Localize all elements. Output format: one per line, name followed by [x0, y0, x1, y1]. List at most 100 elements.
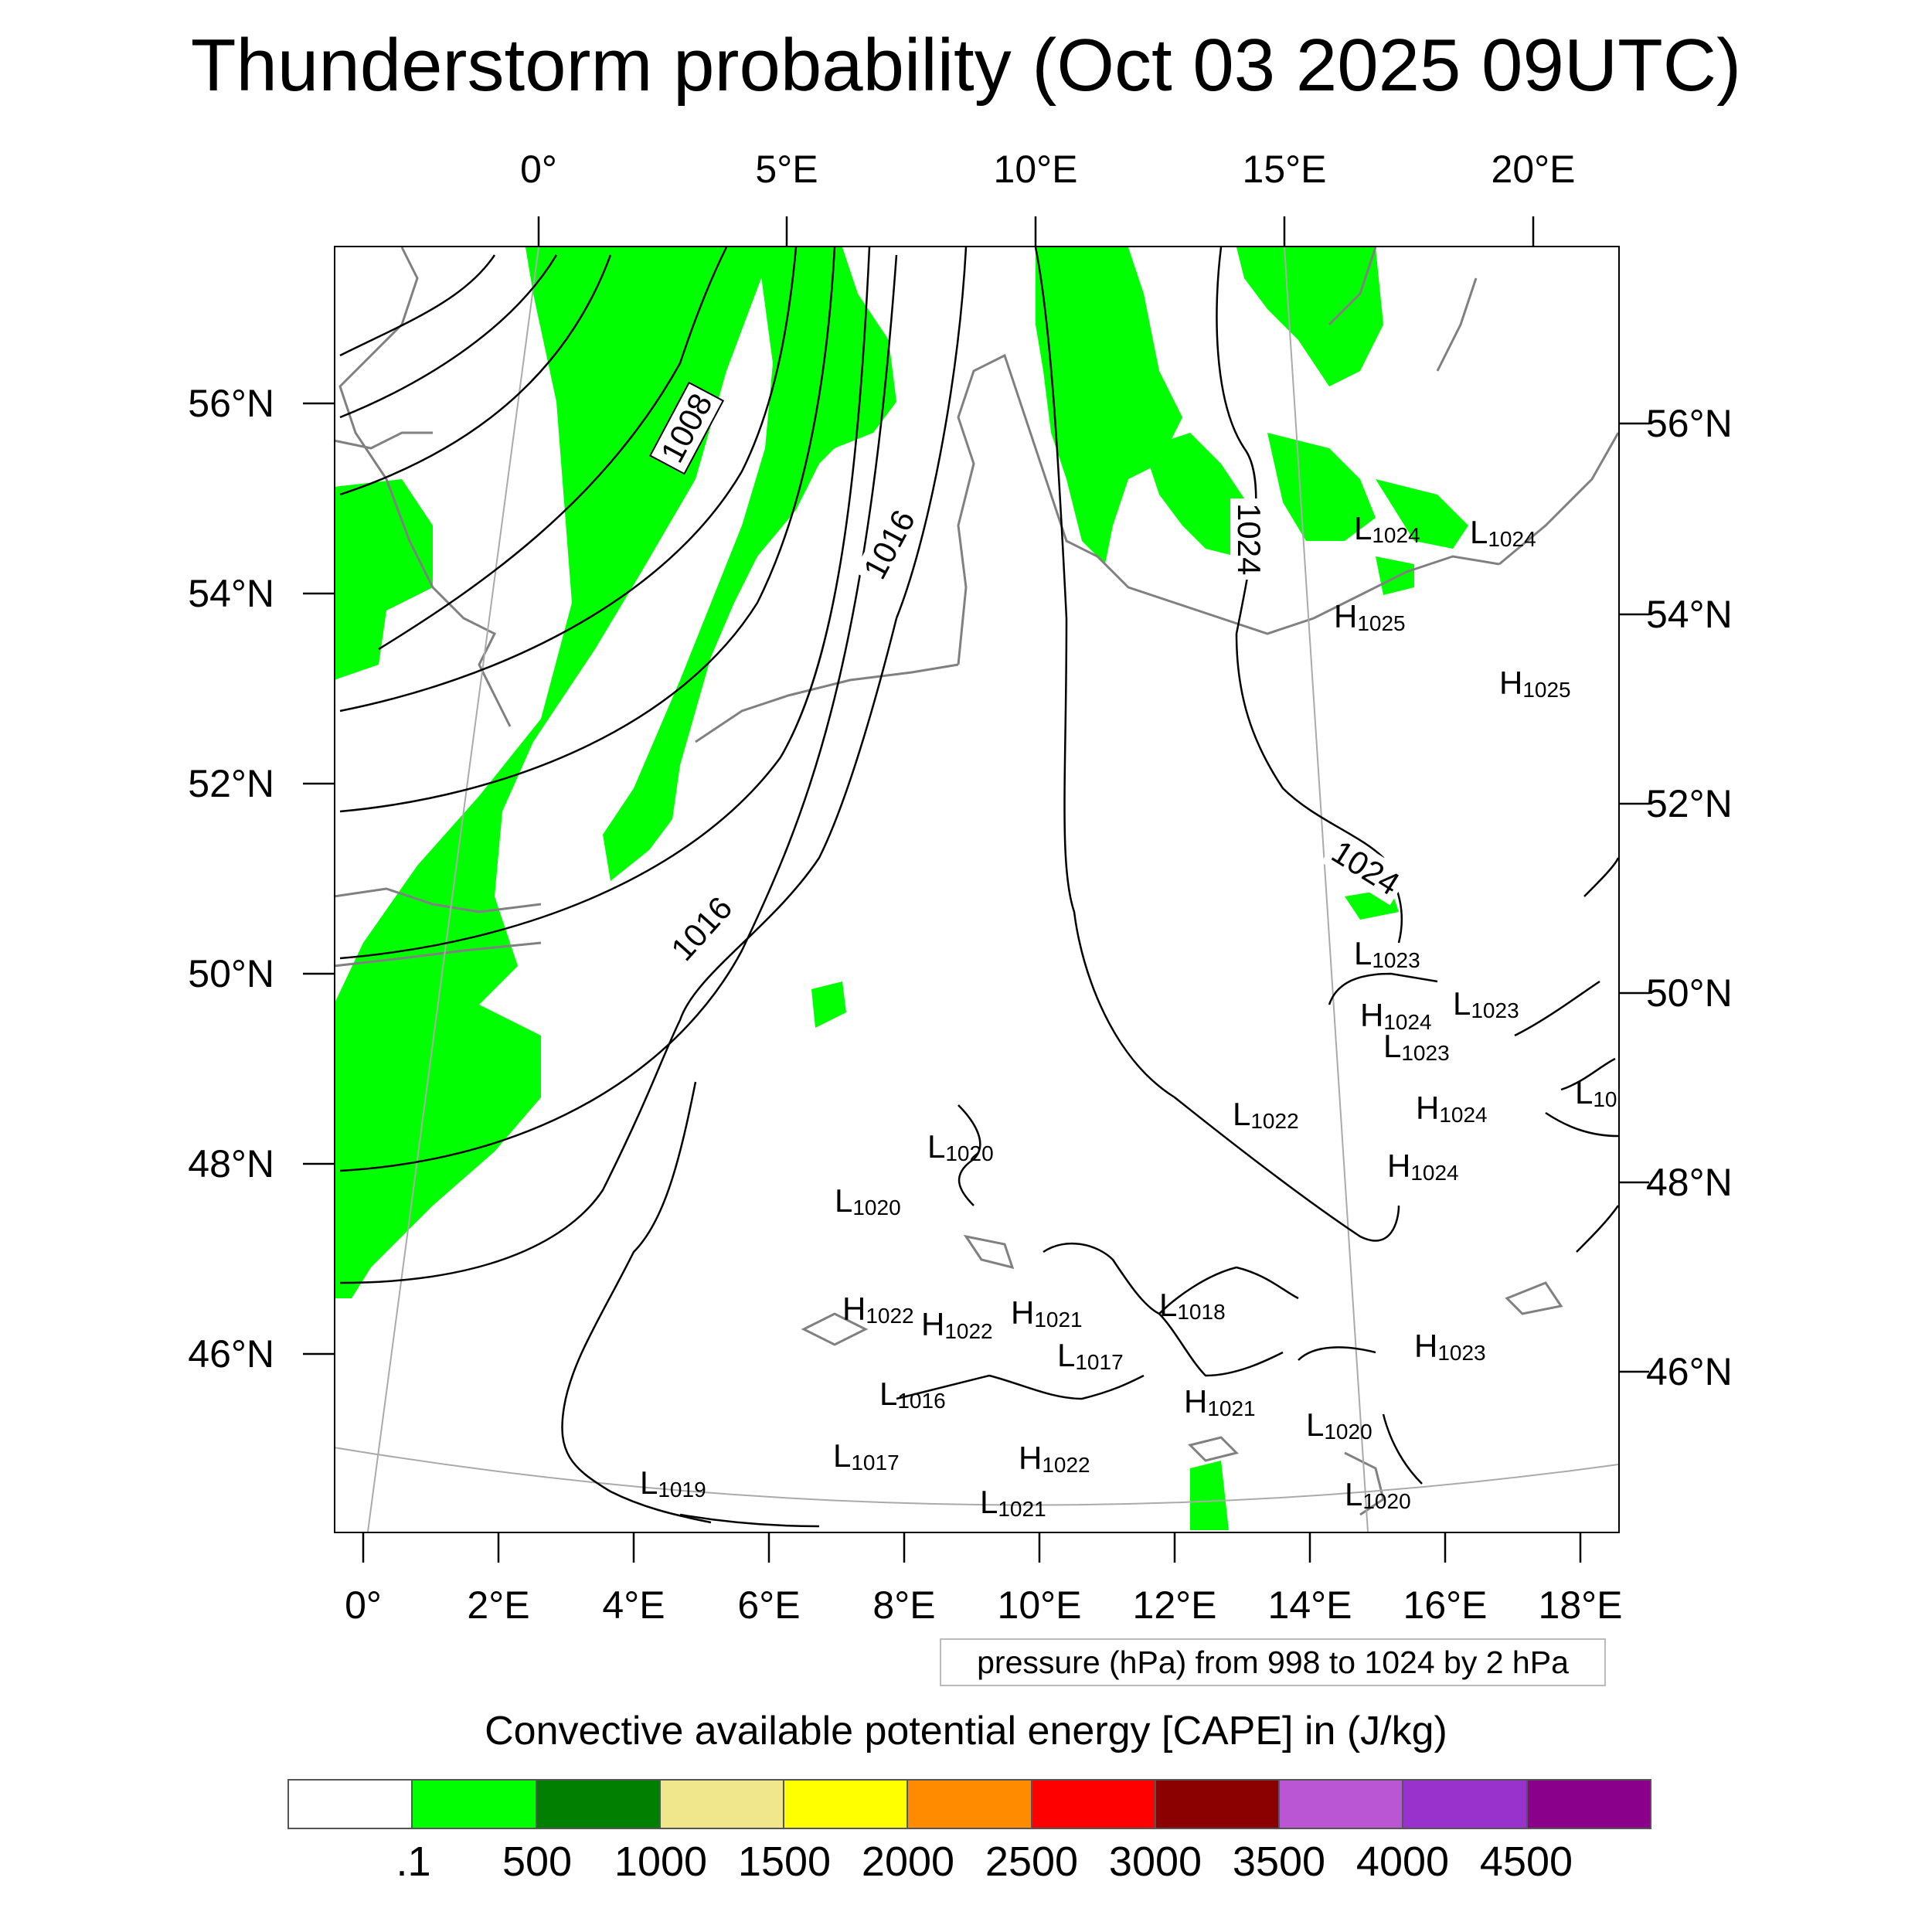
pressure-center-value: 1021	[998, 1497, 1046, 1522]
pressure-center: H1022	[842, 1291, 914, 1328]
pressure-center-value: 1024	[1488, 527, 1536, 552]
colorbar-label: 500	[502, 1838, 573, 1885]
pressure-center-letter: L	[835, 1182, 853, 1219]
pressure-center: L1024	[1470, 514, 1536, 552]
colorbar-label: 3500	[1232, 1838, 1326, 1885]
pressure-center: H1021	[1011, 1294, 1083, 1332]
bottom-lon-label: 14°E	[1267, 1583, 1352, 1627]
pressure-center-value: 1017	[1075, 1350, 1124, 1375]
pressure-center-letter: L	[1383, 1028, 1402, 1064]
pressure-center-letter: H	[1416, 1090, 1440, 1126]
pressure-center-value: 1023	[1471, 998, 1519, 1023]
tick-marks	[303, 216, 1649, 1563]
right-lat-label: 46°N	[1646, 1350, 1733, 1393]
pressure-center-value: 1021	[1207, 1396, 1256, 1421]
pressure-center: L1023	[1383, 1028, 1450, 1066]
pressure-center-letter: L	[927, 1128, 946, 1165]
pressure-center-value: 1020	[1362, 1489, 1411, 1514]
pressure-center: H1022	[1019, 1440, 1090, 1478]
top-lon-label: 15°E	[1242, 148, 1327, 191]
pressure-center-letter: H	[1184, 1383, 1208, 1420]
graticule	[333, 247, 1619, 1532]
bottom-lon-label: 8°E	[872, 1583, 936, 1627]
pressure-center-value: 1016	[897, 1389, 946, 1413]
pressure-center-value: 1024	[1383, 1010, 1432, 1035]
pressure-center-letter: H	[1499, 665, 1523, 701]
pressure-center-letter: L	[1345, 1476, 1363, 1512]
colorbar-swatch	[413, 1781, 537, 1828]
pressure-center: L1018	[1159, 1287, 1226, 1325]
colorbar-swatch	[1155, 1781, 1281, 1828]
pressure-center: H1024	[1387, 1148, 1459, 1185]
pressure-center-value: 1022	[866, 1304, 914, 1328]
pressure-center: L1024	[1354, 510, 1420, 548]
colorbar-label: 4000	[1355, 1838, 1450, 1885]
pressure-center-value: 1022	[944, 1319, 993, 1344]
colorbar-swatch	[908, 1781, 1032, 1828]
pressure-contour-note: pressure (hPa) from 998 to 1024 by 2 hPa	[940, 1638, 1606, 1686]
pressure-center-letter: L	[1354, 510, 1372, 546]
left-lat-label: 52°N	[188, 762, 274, 805]
colorbar-swatch	[289, 1781, 413, 1828]
bottom-lon-label: 10°E	[997, 1583, 1082, 1627]
right-lat-label: 52°N	[1646, 782, 1733, 825]
right-lat-label: 50°N	[1646, 971, 1733, 1015]
pressure-center-letter: H	[921, 1306, 945, 1342]
bottom-lon-label: 6°E	[737, 1583, 801, 1627]
pressure-center: L1022	[1233, 1096, 1299, 1134]
pressure-center-letter: L	[1306, 1406, 1325, 1443]
colorbar-swatch	[1403, 1781, 1528, 1828]
colorbar-label: 2500	[985, 1838, 1079, 1885]
right-lat-label: 56°N	[1646, 402, 1733, 445]
top-lon-label: 20°E	[1491, 148, 1576, 191]
pressure-center: L1017	[833, 1437, 900, 1475]
pressure-center-letter: L	[833, 1437, 852, 1474]
pressure-center-letter: L	[640, 1464, 658, 1501]
left-lat-label: 50°N	[188, 952, 274, 995]
pressure-center-value: 1021	[1034, 1308, 1083, 1332]
pressure-center: H1025	[1499, 665, 1571, 702]
left-lat-label: 46°N	[188, 1332, 274, 1376]
cape-fill-regions	[334, 247, 1468, 1530]
colorbar-swatch	[1527, 1781, 1650, 1828]
colorbar-swatch	[536, 1781, 661, 1828]
pressure-center-value: 1024	[1439, 1103, 1488, 1128]
pressure-center-letter: L	[879, 1376, 898, 1412]
pressure-center-value: 1019	[658, 1478, 706, 1502]
pressure-center: L1016	[879, 1376, 946, 1413]
pressure-center-value: 1025	[1522, 678, 1571, 702]
colorbar-swatch	[660, 1781, 785, 1828]
pressure-center-letter: L	[1233, 1096, 1251, 1132]
map-title: Thunderstorm probability (Oct 03 2025 09…	[190, 24, 1742, 107]
pressure-center-letter: L	[1470, 514, 1488, 550]
pressure-center-letter: L	[1159, 1287, 1178, 1323]
pressure-center-letter: L	[1453, 985, 1471, 1022]
colorbar-swatch	[1032, 1781, 1156, 1828]
pressure-center-letter: H	[1387, 1148, 1411, 1184]
isobar-label: 1024	[1230, 498, 1267, 580]
pressure-center-value: 1023	[1401, 1041, 1450, 1066]
bottom-lon-label: 4°E	[602, 1583, 665, 1627]
colorbar-label: .1	[396, 1838, 431, 1885]
pressure-center: L1020	[1306, 1406, 1372, 1444]
pressure-center: L1023	[1453, 985, 1519, 1023]
cape-colorbar	[287, 1779, 1651, 1829]
pressure-center-value: 1025	[1357, 611, 1406, 636]
pressure-center-letter: H	[1360, 997, 1384, 1033]
bottom-lon-label: 18°E	[1538, 1583, 1623, 1627]
bottom-lon-label: 0°	[345, 1583, 382, 1627]
bottom-lon-label: 16°E	[1403, 1583, 1488, 1627]
pressure-center: L1019	[640, 1464, 706, 1502]
pressure-center-value: 1023	[1372, 948, 1420, 973]
pressure-center: H1024	[1416, 1090, 1488, 1128]
pressure-center: L1023	[1354, 935, 1420, 973]
bottom-lon-label: 2°E	[467, 1583, 530, 1627]
left-lat-label: 54°N	[188, 572, 274, 615]
pressure-center-value: 10	[1593, 1087, 1617, 1112]
pressure-center-value: 1022	[1250, 1109, 1299, 1134]
pressure-center-letter: H	[842, 1291, 866, 1327]
pressure-center: L1021	[980, 1484, 1046, 1522]
right-lat-label: 54°N	[1646, 593, 1733, 636]
pressure-center: H1022	[921, 1306, 993, 1344]
pressure-center-letter: H	[1019, 1440, 1043, 1476]
